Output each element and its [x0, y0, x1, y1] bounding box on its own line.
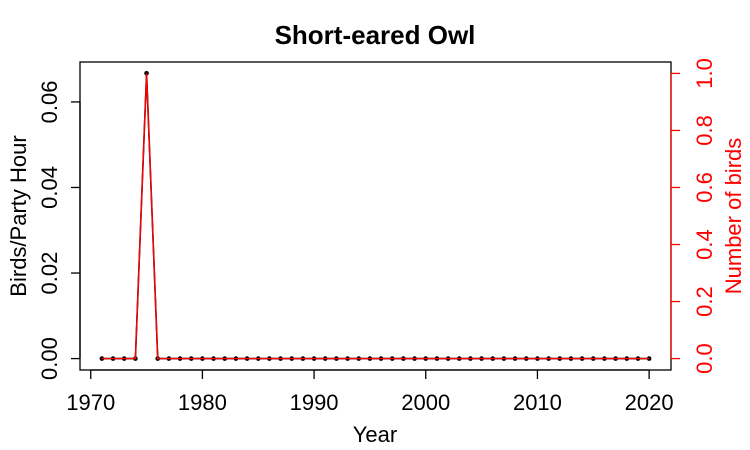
x-tick-label: 2010: [513, 390, 562, 415]
x-tick-label: 1970: [66, 390, 115, 415]
data-point: [99, 356, 105, 361]
series-line-number-of-birds: [101, 73, 650, 360]
y-tick-label-right: 0.6: [692, 172, 717, 203]
x-tick-label: 1990: [290, 390, 339, 415]
y-tick-label-right: 0.4: [692, 229, 717, 260]
y-tick-label-right: 1.0: [692, 58, 717, 89]
data-point: [144, 70, 149, 76]
y-axis-label-left: Birds/Party Hour: [6, 135, 31, 296]
x-tick-label: 1980: [178, 390, 227, 415]
x-axis: 1970 1980 1990 2000 2010 2020: [66, 369, 674, 415]
plot-frame: [79, 61, 672, 371]
y-axis-right: 0.0 0.2 0.4 0.6 0.8 1.0: [670, 58, 717, 374]
y-tick-label-right: 0.2: [692, 286, 717, 317]
chart-title: Short-eared Owl: [275, 20, 476, 50]
y-tick-label-left: 0.04: [37, 166, 62, 209]
y-tick-label-right: 0.0: [692, 343, 717, 374]
y-tick-label-left: 0.02: [37, 252, 62, 295]
y-tick-label-left: 0.00: [37, 337, 62, 380]
y-axis-label-right: Number of birds: [721, 138, 746, 295]
x-tick-label: 2020: [625, 390, 674, 415]
series-line-birds-per-party-hour: [101, 73, 650, 360]
y-tick-label-right: 0.8: [692, 115, 717, 146]
x-tick-label: 2000: [401, 390, 450, 415]
series-layer: [99, 70, 652, 361]
x-axis-label: Year: [353, 422, 397, 447]
y-tick-label-left: 0.06: [37, 81, 62, 124]
y-axis-left: 0.00 0.02 0.04 0.06: [37, 81, 81, 380]
data-point: [646, 356, 652, 361]
